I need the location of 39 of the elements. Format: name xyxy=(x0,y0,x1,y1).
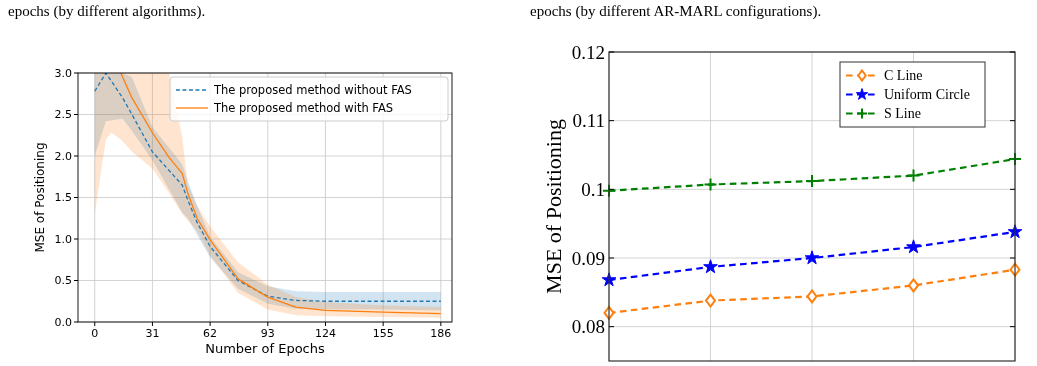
legend-label: S Line xyxy=(884,106,921,121)
text: epochs (by different AR-MARL configurations). xyxy=(530,3,822,20)
y-tick-label: 0.0 xyxy=(54,315,72,329)
legend-label: C Line xyxy=(884,68,923,83)
legend-label: The proposed method without FAS xyxy=(213,83,412,97)
x-tick-label: 186 xyxy=(430,327,452,340)
point xyxy=(703,177,718,192)
text: epochs (by different algorithms). xyxy=(8,3,206,20)
y-tick-label: 0.11 xyxy=(572,110,605,132)
y-tick-label: 0.12 xyxy=(571,41,605,63)
y-axis-title: MSE of Positioning xyxy=(541,119,566,294)
y-axis-title: MSE of Positioning xyxy=(33,142,47,253)
point xyxy=(805,174,819,189)
legend-label: The proposed method with FAS xyxy=(213,101,394,115)
point xyxy=(908,278,919,293)
point xyxy=(806,289,818,304)
y-tick-label: 0.1 xyxy=(581,178,605,200)
x-axis-title: Number of Epochs xyxy=(205,341,326,356)
y-tick-label: 2.0 xyxy=(54,149,72,163)
y-tick-label: 1.0 xyxy=(54,232,72,246)
point xyxy=(906,168,921,183)
x-tick-label: 62 xyxy=(203,327,218,340)
point xyxy=(601,272,617,287)
point xyxy=(906,239,921,254)
x-tick-label: 124 xyxy=(314,327,336,340)
y-tick-label: 2.5 xyxy=(54,108,72,121)
y-tick-label: 0.5 xyxy=(54,274,72,287)
y-tick-label: 3.0 xyxy=(54,66,72,80)
x-tick-label: 31 xyxy=(145,327,160,340)
x-tick-label: 93 xyxy=(260,327,275,340)
point xyxy=(703,259,718,274)
y-tick-label: 0.08 xyxy=(571,316,605,338)
y-tick-label: 0.09 xyxy=(571,247,605,269)
x-tick-label: 0 xyxy=(91,327,99,340)
point xyxy=(804,250,820,265)
point xyxy=(705,293,716,308)
legend-label: Uniform Circle xyxy=(884,87,970,102)
y-tick-label: 1.5 xyxy=(54,191,72,204)
x-tick-label: 155 xyxy=(372,327,394,340)
